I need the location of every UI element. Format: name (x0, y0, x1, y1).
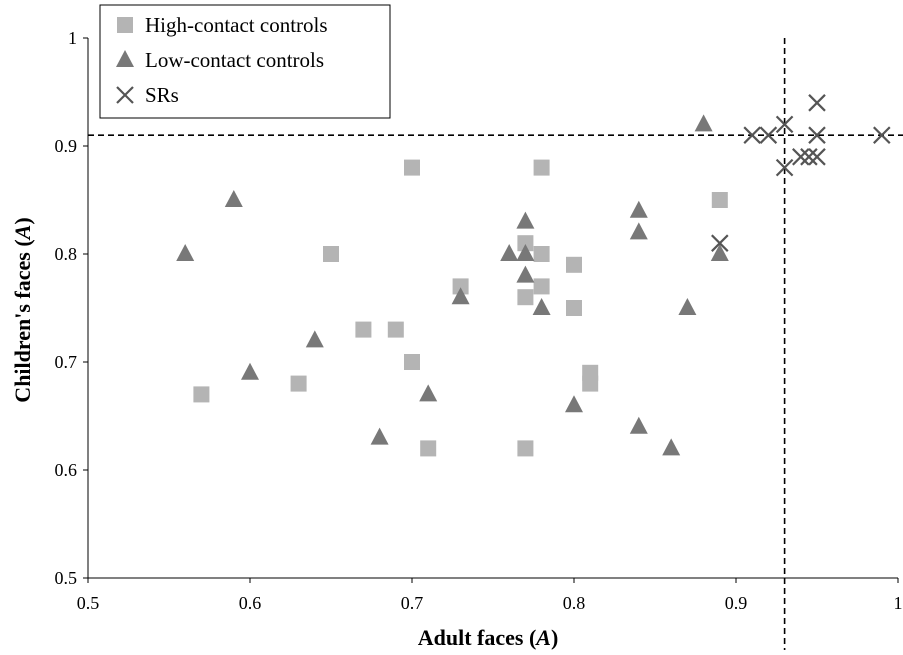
low-contact-point (370, 427, 389, 445)
legend-square-icon (117, 17, 133, 33)
x-tick-label: 0.5 (77, 593, 100, 613)
sr-point (873, 126, 891, 144)
high-contact-point (517, 235, 534, 252)
high-contact-point (404, 354, 420, 370)
low-contact-point (629, 222, 648, 240)
x-tick-label: 0.7 (401, 593, 424, 613)
high-contact-point (517, 289, 534, 306)
legend-label: High-contact controls (145, 13, 328, 37)
sr-point (743, 126, 761, 144)
axes (87, 38, 898, 579)
y-tick-label: 0.7 (55, 352, 78, 372)
x-tick-label: 0.9 (725, 593, 748, 613)
high-contact-point (533, 246, 550, 262)
low-contact-point (516, 244, 535, 261)
low-contact-point (241, 362, 259, 380)
sr-point (800, 148, 818, 166)
low-contact-point (694, 114, 713, 132)
legend-label: SRs (145, 83, 179, 107)
low-contact-point (629, 200, 648, 218)
reference-lines (88, 38, 903, 650)
y-tick-label: 0.5 (55, 568, 78, 588)
sr-point (775, 158, 794, 177)
x-tick-label: 1 (894, 593, 903, 613)
y-tick-label: 0.8 (55, 244, 78, 264)
low-contact-point (532, 298, 551, 315)
high-contact-point (582, 375, 599, 392)
low-contact-point (176, 244, 195, 261)
low-contact-point (516, 265, 535, 283)
low-contact-point (451, 287, 470, 305)
sr-point (711, 234, 729, 252)
high-contact-point (193, 386, 210, 403)
high-contact-point (323, 246, 339, 262)
y-tick-label: 0.9 (55, 136, 78, 156)
low-contact-point (224, 190, 243, 207)
low-contact-point (678, 298, 697, 315)
y-axis-title: Children's faces (A) (10, 217, 35, 402)
y-tick-label: 0.6 (55, 460, 78, 480)
high-contact-point (452, 278, 469, 295)
high-contact-point (517, 440, 534, 457)
x-axis-title: Adult faces (A) (418, 625, 559, 650)
low-contact-point (710, 244, 729, 261)
sr-point (759, 126, 778, 144)
legend: High-contact controls Low-contact control… (99, 4, 391, 119)
low-contact-point (500, 244, 519, 261)
low-contact-point (565, 395, 583, 413)
low-contact-point (305, 330, 324, 348)
high-contact-point (290, 375, 307, 392)
high-contact-point (355, 321, 372, 338)
sr-point (808, 148, 826, 166)
sr-point (792, 148, 810, 166)
legend-triangle-icon (116, 50, 134, 67)
low-contact-point (662, 438, 681, 456)
high-contact-point (420, 440, 437, 457)
legend-box (99, 4, 391, 119)
high-contact-point (566, 256, 582, 273)
legend-label: Low-contact controls (145, 48, 324, 72)
x-tick-label: 0.6 (239, 593, 262, 613)
y-tick-label: 1 (68, 28, 77, 48)
data-points (176, 94, 891, 457)
low-contact-point (629, 416, 648, 434)
y-axis-ticks: 0.5 0.6 0.7 0.8 0.9 1 (55, 28, 88, 588)
low-contact-point (516, 211, 535, 229)
sr-point (808, 94, 826, 112)
high-contact-point (566, 300, 582, 316)
high-contact-point (404, 159, 420, 176)
high-contact-point (711, 192, 728, 208)
sr-point (775, 115, 794, 134)
high-contact-point (533, 278, 550, 295)
sr-point (808, 126, 826, 144)
low-contact-point (419, 384, 438, 402)
x-axis-ticks: 0.5 0.6 0.7 0.8 0.9 1 (77, 578, 903, 613)
high-contact-point (387, 321, 404, 338)
high-contact-point (533, 159, 550, 176)
x-tick-label: 0.8 (563, 593, 586, 613)
legend-cross-icon (116, 86, 134, 104)
